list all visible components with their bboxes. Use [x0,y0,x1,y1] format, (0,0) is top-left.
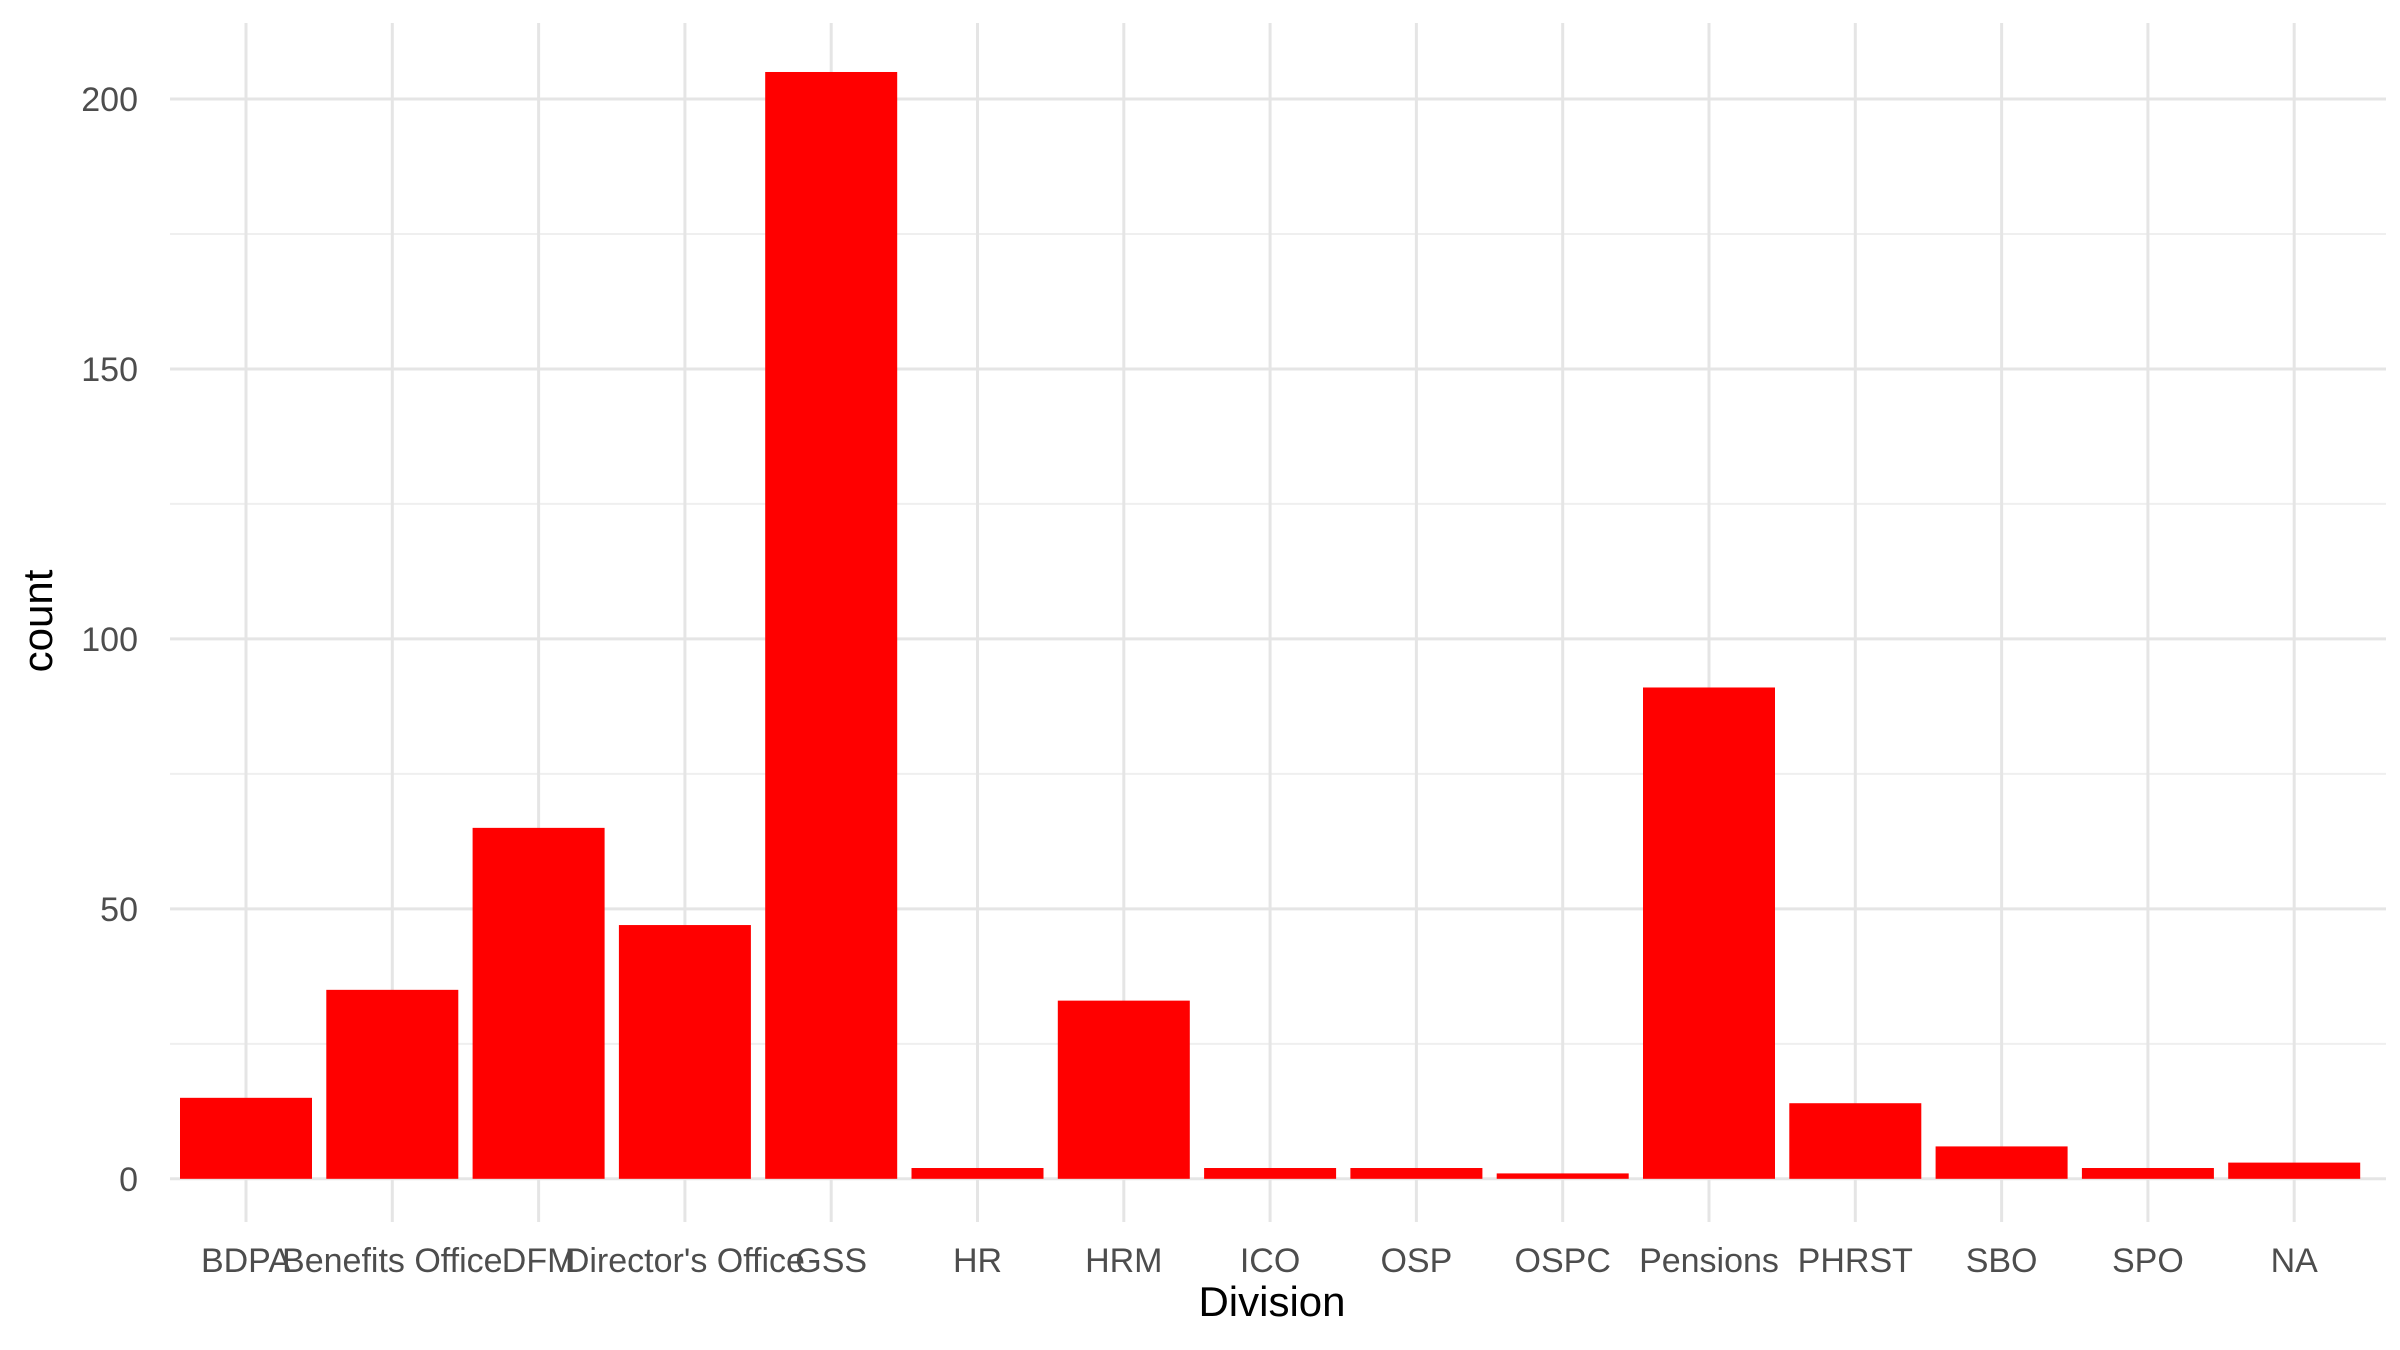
y-tick-label: 50 [100,891,138,929]
x-axis-title: Division [1198,1278,1345,1325]
bar-pensions [1643,687,1775,1179]
y-tick-label: 150 [81,351,138,389]
y-tick-label: 0 [119,1161,138,1199]
bar-ospc [1496,1173,1629,1179]
x-tick-label: OSPC [1515,1242,1611,1280]
bar-na [2228,1162,2361,1179]
bar-hr [911,1168,1044,1179]
x-tick-label: Benefits Office [282,1242,503,1280]
y-axis-ticks: 0 50 100 150 200 [81,81,138,1199]
bar-hrm [1057,1000,1190,1179]
x-tick-label: NA [2271,1242,2319,1280]
bar-phrst [1789,1103,1922,1179]
x-tick-label: HR [953,1242,1002,1280]
bar-gss [765,71,898,1179]
bar-sbo [1935,1146,2068,1179]
bar-benefits-office [326,989,459,1179]
x-tick-label: ICO [1240,1242,1300,1280]
x-tick-label: Pensions [1639,1242,1779,1280]
bars [180,71,2361,1179]
bar-director-s-office [618,925,751,1179]
x-tick-label: SPO [2112,1242,2184,1280]
y-tick-label: 100 [81,621,138,659]
bar-spo [2081,1168,2214,1179]
x-tick-label: DFM [502,1242,576,1280]
bar-ico [1204,1168,1337,1179]
y-axis-title: count [14,569,61,672]
x-tick-label: OSP [1380,1242,1452,1280]
x-tick-label: BDPA [201,1242,291,1280]
y-tick-label: 200 [81,81,138,119]
bar-osp [1350,1168,1483,1179]
x-tick-label: SBO [1966,1242,2038,1280]
bar-bdpa [180,1097,312,1179]
x-tick-label: GSS [795,1242,867,1280]
bar-dfm [472,827,605,1179]
x-tick-label: HRM [1085,1242,1162,1280]
x-tick-label: Director's Office [565,1242,805,1280]
x-tick-label: PHRST [1798,1242,1913,1280]
